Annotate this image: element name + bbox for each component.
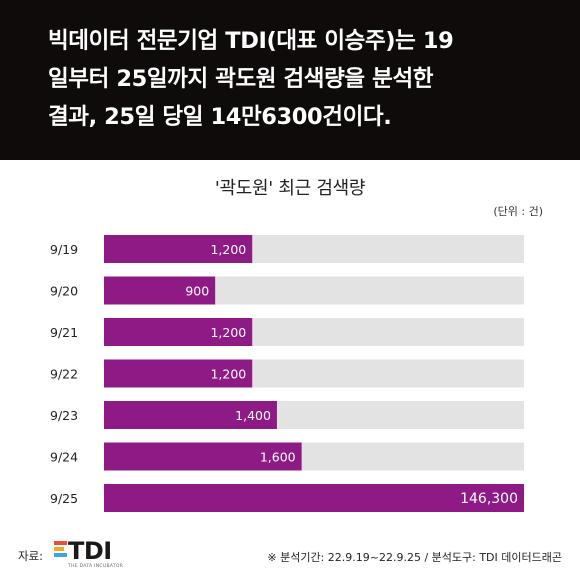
logo-subtitle: THE DATA INCUBATOR xyxy=(68,564,124,569)
headline-line-1: 빅데이터 전문기업 TDI(대표 이승주)는 19 xyxy=(48,28,454,54)
logo-bar-red xyxy=(54,541,67,545)
bar xyxy=(104,318,253,346)
value-label: 1,200 xyxy=(210,242,246,257)
value-label: 1,200 xyxy=(210,367,246,382)
headline-line-2: 일부터 25일까지 곽도원 검색량을 분석한 xyxy=(48,66,434,92)
logo-bars-icon xyxy=(54,541,67,561)
category-label: 9/24 xyxy=(50,450,78,465)
bar xyxy=(104,276,216,305)
value-label: 1,400 xyxy=(235,408,271,423)
category-label: 9/23 xyxy=(50,408,78,423)
category-label: 9/19 xyxy=(50,242,78,257)
headline-line-3: 결과, 25일 당일 14만6300건이다. xyxy=(48,104,392,130)
value-label: 1,200 xyxy=(210,325,246,340)
source-label: 자료: xyxy=(18,549,44,563)
value-label: 146,300 xyxy=(460,491,518,507)
category-label: 9/22 xyxy=(50,367,78,382)
headline-banner: 빅데이터 전문기업 TDI(대표 이승주)는 19 일부터 25일까지 곽도원 … xyxy=(0,0,580,160)
category-label: 9/21 xyxy=(50,325,78,340)
bar xyxy=(104,359,253,388)
category-label: 9/25 xyxy=(50,491,78,506)
bar xyxy=(104,235,253,263)
logo-bar-orange xyxy=(54,547,64,551)
unit-label: (단위 : 건) xyxy=(493,205,543,218)
bar-chart: 9/19 1,200 9/20 900 9/21 1,200 9/22 1,200 9/23 1,… xyxy=(50,235,524,512)
value-label: 900 xyxy=(185,284,209,299)
tdi-logo: TDI THE DATA INCUBATOR xyxy=(54,537,124,571)
category-label: 9/20 xyxy=(50,284,78,299)
chart-title: '곽도원' 최근 검색량 xyxy=(214,178,366,199)
logo-bar-blue xyxy=(54,553,67,557)
bar xyxy=(104,442,302,471)
bar xyxy=(104,484,524,512)
logo-text: TDI xyxy=(68,537,112,565)
bar xyxy=(104,401,277,429)
value-label: 1,600 xyxy=(260,450,296,465)
analysis-note: ※ 분석기간: 22.9.19~22.9.25 / 분석도구: TDI 데이터드… xyxy=(267,551,562,564)
